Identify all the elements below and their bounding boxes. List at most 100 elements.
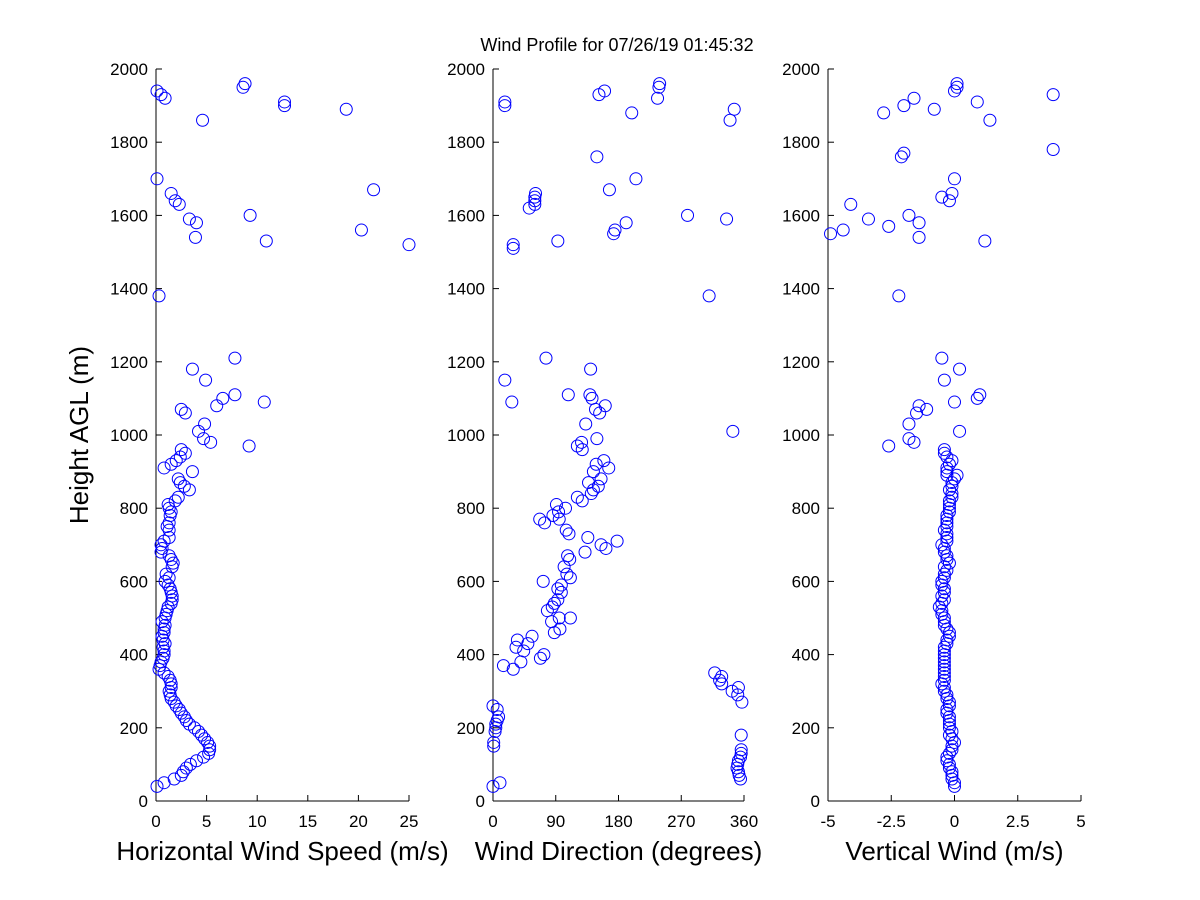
data-point (157, 626, 171, 640)
data-point (171, 490, 185, 504)
x-tick-label: -2.5 (877, 812, 906, 831)
data-point (188, 230, 202, 244)
data-point (552, 611, 566, 625)
y-tick-label: 1600 (110, 206, 148, 225)
data-point (496, 659, 510, 673)
data-point (970, 391, 984, 405)
data-point (579, 417, 593, 431)
data-point (575, 494, 589, 508)
data-point (734, 746, 748, 760)
data-point (168, 194, 182, 208)
data-point (937, 684, 951, 698)
data-point (937, 443, 951, 457)
data-point (945, 732, 959, 746)
data-point (836, 223, 850, 237)
data-point (586, 483, 600, 497)
data-point (201, 735, 215, 749)
data-point (945, 490, 959, 504)
data-point (562, 527, 576, 541)
x-tick-label: 2.5 (1006, 812, 1030, 831)
data-point (559, 523, 573, 537)
data-points (486, 77, 749, 793)
data-point (192, 724, 206, 738)
x-tick-label: 20 (349, 812, 368, 831)
data-point (554, 585, 568, 599)
data-point (174, 706, 188, 720)
data-point (164, 186, 178, 200)
y-tick-label: 800 (120, 499, 148, 518)
data-point (948, 395, 961, 409)
subplot-panels: 0 5 10 15 20 25 0 200 400 600 800 1000 1200 1400 1600 1… (110, 60, 1086, 866)
data-point (942, 757, 956, 771)
data-point (554, 578, 568, 592)
panel-1: 0 5 10 15 20 25 0 200 400 600 800 1000 1200 1400 1600 1… (110, 60, 449, 866)
data-point (602, 183, 616, 197)
data-point (551, 234, 565, 248)
data-point (935, 351, 949, 365)
data-point (189, 754, 203, 768)
y-tick-label: 1600 (447, 206, 485, 225)
data-point (945, 765, 959, 779)
y-tick-label: 1600 (782, 206, 820, 225)
data-point (945, 487, 959, 501)
data-point (163, 582, 177, 596)
data-point (942, 494, 956, 508)
data-point (216, 391, 230, 405)
data-point (927, 102, 941, 116)
data-point (734, 728, 748, 742)
data-point (897, 99, 911, 113)
data-point (942, 505, 956, 519)
y-tick-label: 600 (120, 572, 148, 591)
data-point (940, 527, 954, 541)
data-point (185, 465, 199, 479)
data-point (162, 549, 176, 563)
data-point (561, 388, 575, 402)
data-point (942, 626, 956, 640)
data-point (948, 172, 961, 186)
data-point (720, 212, 734, 226)
data-point (715, 677, 729, 691)
x-tick-label: 0 (488, 812, 497, 831)
data-point (942, 728, 956, 742)
data-point (727, 102, 741, 116)
data-point (725, 684, 739, 698)
data-point (653, 77, 667, 91)
data-point (179, 761, 193, 775)
data-point (586, 465, 600, 479)
data-point (536, 574, 550, 588)
data-point (585, 391, 599, 405)
panel-3: -5 -2.5 0 2.5 5 0 200 400 600 800 1000 1200 1400 1600… (782, 60, 1086, 866)
data-point (158, 637, 172, 651)
data-point (563, 611, 577, 625)
y-tick-label: 200 (120, 719, 148, 738)
data-point (942, 710, 956, 724)
data-point (937, 593, 951, 607)
data-point (892, 289, 906, 303)
data-point (552, 505, 566, 519)
data-point (937, 523, 951, 537)
data-point (935, 677, 949, 691)
x-tick-label: 5 (202, 812, 211, 831)
data-point (169, 454, 183, 468)
data-point (204, 435, 218, 449)
data-point (179, 713, 193, 727)
data-point (168, 494, 182, 508)
data-point (942, 194, 956, 208)
data-point (169, 699, 183, 713)
data-point (492, 710, 506, 724)
data-point (150, 779, 164, 793)
data-point (165, 593, 179, 607)
data-point (589, 457, 603, 471)
data-point (940, 688, 954, 702)
data-point (983, 113, 997, 127)
data-point (172, 703, 186, 716)
data-point (164, 552, 178, 566)
data-point (547, 596, 561, 610)
data-point (529, 186, 543, 200)
y-tick-label: 2000 (782, 60, 820, 79)
x-axis-label: Wind Direction (degrees) (475, 836, 763, 866)
data-point (651, 91, 665, 105)
data-point (861, 212, 875, 226)
y-tick-label: 0 (811, 792, 820, 811)
